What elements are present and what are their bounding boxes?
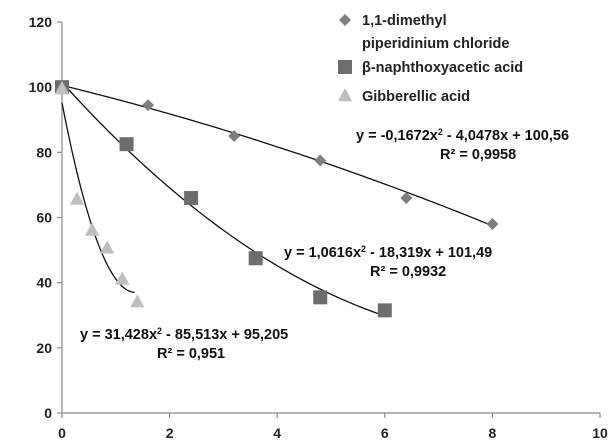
x-tick-label: 4: [273, 425, 281, 441]
r2-series-3: R² = 0,951: [157, 346, 225, 362]
data-point-series-3: [69, 191, 85, 205]
legend: 1,1-dimethyl piperidinium chloride β-napht…: [337, 13, 523, 105]
data-point-series-3: [84, 222, 100, 236]
y-tick-label: 120: [29, 14, 53, 30]
data-point-series-2: [184, 190, 199, 205]
data-point-series-2: [313, 290, 328, 305]
y-tick-label: 60: [36, 210, 52, 226]
data-point-series-1: [400, 191, 413, 204]
equation-series-1: y = -0,1672x2 - 4,0478x + 100,56: [356, 127, 569, 144]
x-tick-label: 2: [166, 425, 174, 441]
legend-marker-series-2: [338, 60, 352, 74]
data-point-series-3: [54, 80, 70, 94]
legend-label-series-3: Gibberellic acid: [362, 89, 470, 105]
trendline-series-1: [61, 84, 493, 227]
data-point-series-1: [142, 99, 155, 112]
x-tick-label: 10: [592, 425, 608, 441]
data-point-series-3: [99, 240, 115, 254]
trendline-series-2: [61, 81, 386, 317]
data-point-series-3: [130, 294, 145, 308]
trendline-equations: y = -0,1672x2 - 4,0478x + 100,56 R² = 0,…: [80, 127, 569, 362]
legend-marker-series-3: [337, 88, 353, 102]
axes: 0 20 40 60 80 100 120 0 2 4 6 8 10: [29, 14, 608, 441]
equation-series-2: y = 1,0616x2 - 18,319x + 101,49: [284, 244, 492, 261]
y-tick-label: 0: [44, 405, 52, 421]
data-point-series-2: [119, 137, 134, 152]
y-tick-label: 100: [29, 79, 53, 95]
r2-series-2: R² = 0,9932: [370, 264, 446, 280]
x-tick-label: 0: [58, 425, 66, 441]
y-tick-label: 20: [36, 340, 52, 356]
legend-label-series-1: piperidinium chloride: [362, 36, 509, 52]
y-tick-label: 80: [36, 144, 52, 160]
equation-series-3: y = 31,428x2 - 85,513x + 95,205: [80, 326, 288, 343]
data-point-series-2: [377, 303, 392, 318]
data-markers: [54, 80, 499, 318]
data-point-series-2: [248, 251, 263, 266]
r2-series-1: R² = 0,9958: [440, 147, 516, 163]
x-tick-label: 8: [489, 425, 497, 441]
data-point-series-1: [486, 218, 499, 231]
trendline-series-3: [61, 102, 135, 293]
x-tick-label: 6: [381, 425, 389, 441]
legend-label-series-1: 1,1-dimethyl: [362, 13, 447, 29]
data-point-series-1: [228, 130, 241, 143]
legend-label-series-2: β-naphthoxyacetic acid: [362, 60, 523, 76]
data-point-series-1: [314, 154, 327, 167]
y-tick-label: 40: [36, 275, 52, 291]
data-point-series-3: [115, 271, 130, 285]
legend-marker-series-1: [339, 14, 351, 26]
trendlines: [61, 81, 493, 317]
